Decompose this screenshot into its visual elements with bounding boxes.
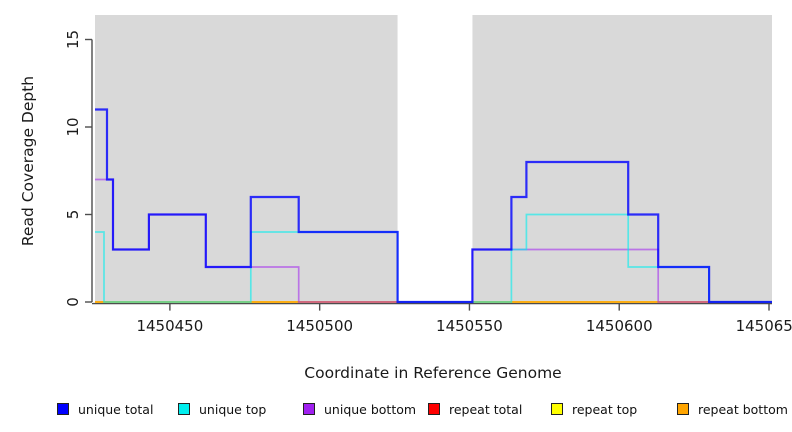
x-tick-label: 1450600 <box>586 317 653 335</box>
legend-color-swatch-unique-total <box>57 403 69 415</box>
legend-label: repeat total <box>449 401 523 417</box>
x-tick-label: 1450650 <box>736 317 792 335</box>
legend-label: repeat bottom <box>698 401 788 417</box>
legend-item-repeat-top: repeat top <box>551 397 637 421</box>
legend-item-unique-top: unique top <box>178 397 266 421</box>
legend-item-unique-total: unique total <box>57 397 153 421</box>
legend-label: unique bottom <box>324 401 417 417</box>
legend-label: repeat top <box>572 401 638 417</box>
y-tick-label: 5 <box>64 210 82 220</box>
legend-item-unique-bottom: unique bottom <box>303 397 416 421</box>
x-tick-label: 1450550 <box>436 317 503 335</box>
x-axis-title: Coordinate in Reference Genome <box>304 364 561 382</box>
legend-item-repeat-bottom: repeat bottom <box>677 397 788 421</box>
y-tick-label: 10 <box>64 117 82 136</box>
legend-color-swatch-unique-bottom <box>303 403 315 415</box>
legend-color-swatch-unique-top <box>178 403 190 415</box>
legend-color-swatch-repeat-total <box>428 403 440 415</box>
legend-item-repeat-total: repeat total <box>428 397 522 421</box>
x-tick-label: 1450500 <box>286 317 353 335</box>
legend-color-swatch-repeat-bottom <box>677 403 689 415</box>
legend-label: unique total <box>78 401 154 417</box>
legend: unique total unique top unique bottom repea… <box>0 397 792 427</box>
y-tick-label: 15 <box>64 30 82 49</box>
legend-color-swatch-repeat-top <box>551 403 563 415</box>
shaded-region-right <box>472 15 772 302</box>
legend-label: unique top <box>199 401 267 417</box>
y-tick-label: 0 <box>64 297 82 307</box>
series-unique-total-line <box>95 108 772 304</box>
y-axis-title: Read Coverage Depth <box>19 76 37 246</box>
x-tick-label: 1450450 <box>136 317 203 335</box>
coverage-chart: 0 5 10 15 1450450 1450500 1450550 1450600 145065… <box>19 15 792 382</box>
shaded-region-left <box>95 15 398 302</box>
